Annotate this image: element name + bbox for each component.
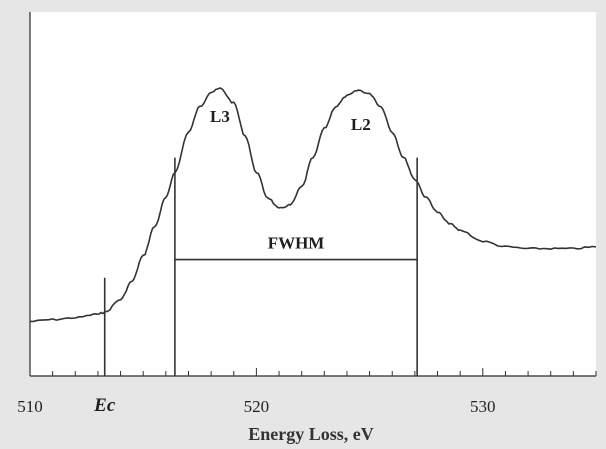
x-axis-tick-labels: 510 520 530 bbox=[17, 397, 495, 416]
plot-area bbox=[30, 12, 596, 376]
x-axis-title: Energy Loss, eV bbox=[248, 424, 374, 444]
spectrum-line bbox=[30, 87, 597, 323]
l2-peak-label: L2 bbox=[351, 115, 371, 134]
x-tick-label-510: 510 bbox=[17, 397, 43, 416]
x-axis-ticks bbox=[29, 368, 597, 376]
ec-label: Ec bbox=[93, 395, 116, 416]
fwhm-label: FWHM bbox=[268, 234, 325, 253]
x-tick-label-530: 530 bbox=[470, 397, 496, 416]
x-tick-label-520: 520 bbox=[244, 397, 270, 416]
l3-peak-label: L3 bbox=[210, 107, 230, 126]
